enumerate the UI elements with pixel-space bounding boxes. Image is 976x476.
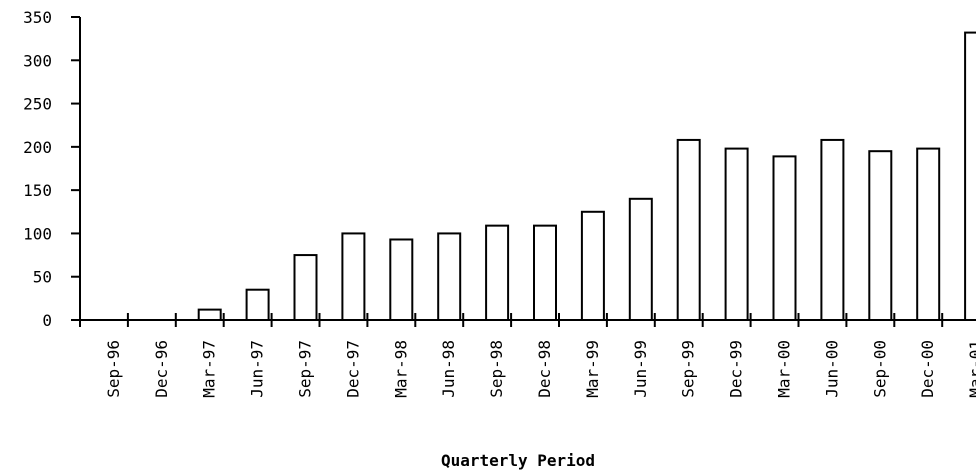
x-tick-label: Dec-00: [918, 340, 937, 398]
bars: [197, 31, 976, 322]
x-tick-label: Dec-99: [727, 340, 746, 398]
y-tick-label: 300: [23, 51, 52, 70]
bar: [916, 147, 941, 321]
bar: [772, 155, 797, 321]
x-tick-label: Mar-99: [583, 340, 602, 398]
x-tick-label: Jun-97: [248, 340, 267, 398]
bar: [485, 224, 510, 321]
bar: [341, 232, 366, 321]
bar: [533, 224, 557, 321]
x-tick-label: Dec-97: [343, 340, 362, 398]
y-tick-label: 200: [23, 138, 52, 157]
bar: [676, 138, 701, 321]
x-tick-label: Mar-00: [775, 340, 794, 398]
bar: [293, 254, 318, 321]
bar: [964, 31, 976, 321]
x-tick-label: Sep-96: [104, 340, 123, 398]
y-tick-label: 0: [42, 311, 52, 330]
x-tick-label: Dec-98: [535, 340, 554, 398]
bar: [868, 150, 893, 321]
bar: [437, 232, 462, 321]
x-tick-label: Sep-00: [870, 340, 889, 398]
y-tick-label: 350: [23, 8, 52, 27]
x-tick-label: Sep-99: [679, 340, 698, 398]
bar: [197, 308, 222, 321]
y-tick-label: 50: [33, 268, 52, 287]
x-tick-label: Jun-00: [822, 340, 841, 398]
x-tick-label: Jun-98: [439, 340, 458, 398]
x-axis: Sep-96 Dec-96 Mar-97 Jun-97 Sep-97 Dec-97 Mar-…: [79, 313, 976, 398]
x-axis-title: Quarterly Period: [441, 451, 595, 470]
x-tick-label: Mar-98: [391, 340, 410, 398]
bar: [389, 238, 414, 321]
y-tick-label: 100: [23, 224, 52, 243]
x-tick-label: Dec-96: [152, 340, 171, 398]
bar: [628, 197, 653, 321]
x-tick-label: Mar-01: [966, 340, 976, 398]
x-tick-label: Sep-97: [296, 340, 315, 398]
bar: [820, 138, 845, 321]
x-tick-label: Jun-99: [631, 340, 650, 398]
y-axis: 0 50 100 150 200 250 300 350: [23, 8, 81, 330]
y-tick-label: 150: [23, 181, 52, 200]
x-tick-label: Sep-98: [487, 340, 506, 398]
bar: [580, 210, 605, 322]
x-tick-label: Mar-97: [200, 340, 219, 398]
bar: [245, 288, 270, 322]
y-tick-label: 250: [23, 95, 52, 114]
bar: [724, 147, 749, 321]
